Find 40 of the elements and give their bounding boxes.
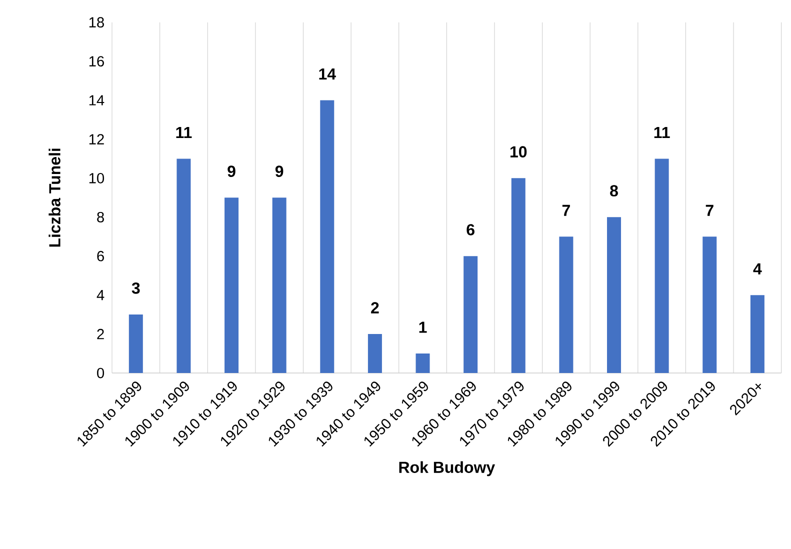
x-axis-title: Rok Budowy bbox=[399, 461, 496, 476]
bar bbox=[607, 217, 622, 373]
data-label: 11 bbox=[654, 126, 670, 138]
data-label: 11 bbox=[176, 126, 192, 138]
data-label: 7 bbox=[562, 204, 570, 216]
bar bbox=[511, 178, 526, 373]
y-tick-label: 18 bbox=[89, 17, 104, 28]
bar bbox=[224, 198, 239, 373]
data-label: 10 bbox=[510, 146, 527, 158]
y-tick-label: 10 bbox=[89, 173, 104, 184]
bar bbox=[559, 236, 574, 373]
data-label: 7 bbox=[706, 204, 714, 216]
bar bbox=[464, 256, 478, 373]
bar bbox=[702, 236, 717, 373]
data-label: 1 bbox=[419, 322, 427, 333]
data-label: 4 bbox=[753, 263, 762, 274]
y-tick-label: 2 bbox=[97, 328, 104, 340]
bar bbox=[128, 314, 143, 373]
data-label: 9 bbox=[275, 166, 284, 177]
y-tick-label: 8 bbox=[97, 212, 104, 222]
data-label: 8 bbox=[610, 185, 618, 196]
bar bbox=[750, 295, 764, 373]
y-tick-label: 14 bbox=[89, 95, 104, 106]
data-label: 3 bbox=[132, 282, 140, 294]
bar bbox=[416, 354, 430, 373]
y-tick-label: 12 bbox=[89, 134, 104, 144]
data-label: 9 bbox=[228, 166, 236, 177]
data-label: 14 bbox=[319, 68, 336, 80]
y-tick-label: 4 bbox=[96, 290, 104, 300]
data-label: 6 bbox=[466, 224, 474, 236]
y-tick-label: 6 bbox=[97, 250, 104, 262]
bar bbox=[320, 100, 334, 373]
data-label: 2 bbox=[371, 302, 379, 314]
y-tick-label: 0 bbox=[97, 368, 104, 378]
bar bbox=[176, 158, 191, 373]
bar bbox=[654, 158, 669, 373]
bar bbox=[368, 334, 382, 373]
y-axis-title: Liczba Tuneli bbox=[48, 148, 60, 247]
bar bbox=[272, 198, 286, 373]
y-tick-label: 16 bbox=[89, 56, 104, 66]
